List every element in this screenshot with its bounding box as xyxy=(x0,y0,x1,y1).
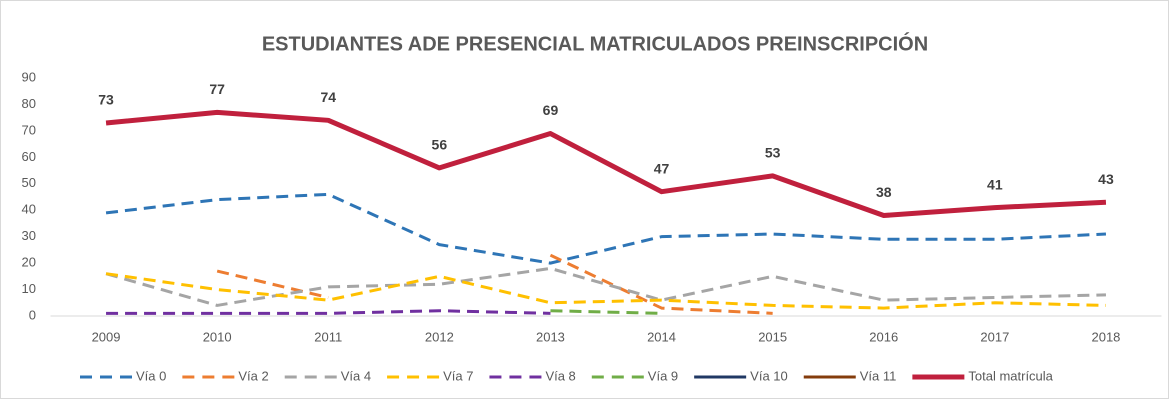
legend-label: Vía 7 xyxy=(443,368,473,383)
series-line xyxy=(105,266,1106,307)
data-label: 47 xyxy=(654,160,670,176)
x-tick-label: 2016 xyxy=(869,329,898,344)
x-tick-label: 2018 xyxy=(1091,329,1120,344)
x-tick-label: 2013 xyxy=(536,329,565,344)
y-tick-label: 20 xyxy=(22,255,36,270)
legend-label: Vía 2 xyxy=(238,368,268,383)
legend-label: Vía 4 xyxy=(341,368,371,383)
data-label: 53 xyxy=(765,145,781,161)
y-tick-label: 10 xyxy=(22,281,36,296)
legend-label: Vía 8 xyxy=(545,368,575,383)
y-tick-label: 40 xyxy=(22,202,36,217)
data-label: 73 xyxy=(98,92,114,108)
series-line xyxy=(216,253,773,315)
x-tick-label: 2015 xyxy=(758,329,787,344)
data-label: 74 xyxy=(320,89,336,105)
y-tick-label: 0 xyxy=(29,307,36,322)
series-line xyxy=(105,272,1106,310)
series-line xyxy=(105,109,1107,219)
legend-label: Vía 10 xyxy=(750,368,788,383)
x-tick-label: 2010 xyxy=(203,329,232,344)
x-tick-label: 2009 xyxy=(92,329,121,344)
legend-label: Vía 9 xyxy=(648,368,678,383)
series-line xyxy=(106,309,551,315)
data-label: 56 xyxy=(432,137,448,153)
y-tick-label: 90 xyxy=(22,69,36,84)
series-line xyxy=(105,192,1107,265)
legend-label: Total matrícula xyxy=(968,368,1053,383)
y-tick-label: 80 xyxy=(22,96,36,111)
x-tick-label: 2012 xyxy=(425,329,454,344)
chart-title: ESTUDIANTES ADE PRESENCIAL MATRICULADOS … xyxy=(262,31,928,55)
y-tick-label: 30 xyxy=(22,228,36,243)
data-label: 38 xyxy=(876,184,892,200)
y-tick-label: 60 xyxy=(22,149,36,164)
data-label: 41 xyxy=(987,176,1003,192)
y-tick-label: 70 xyxy=(22,122,36,137)
data-label: 69 xyxy=(543,102,559,118)
x-tick-label: 2017 xyxy=(980,329,1009,344)
x-tick-label: 2014 xyxy=(647,329,676,344)
data-label: 77 xyxy=(209,81,225,97)
y-tick-label: 50 xyxy=(22,175,36,190)
x-tick-label: 2011 xyxy=(314,329,342,344)
data-label: 43 xyxy=(1098,171,1114,187)
legend-label: Vía 11 xyxy=(860,368,897,383)
legend-label: Vía 0 xyxy=(136,368,166,383)
